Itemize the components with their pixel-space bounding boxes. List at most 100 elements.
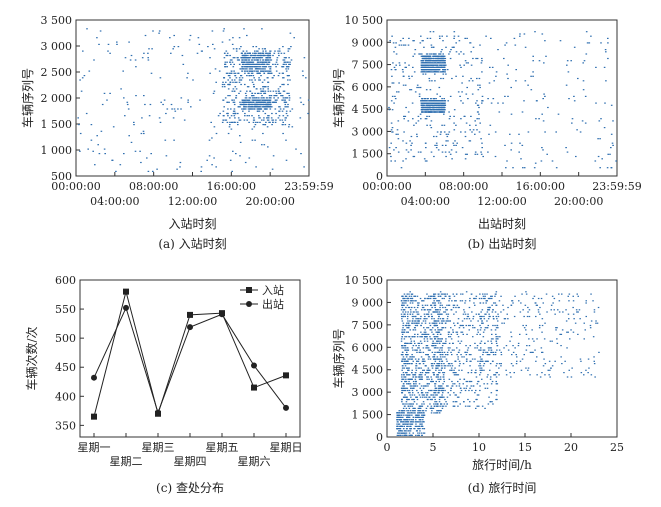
scatter-point	[462, 324, 464, 327]
scatter-point	[416, 389, 418, 392]
scatter-point	[229, 81, 232, 83]
scatter-point	[448, 53, 450, 55]
scatter-point	[478, 113, 480, 115]
scatter-point	[442, 389, 444, 392]
scatter-point	[523, 354, 525, 356]
scatter-point	[495, 336, 497, 338]
scatter-point	[221, 86, 224, 88]
scatter-point	[150, 153, 152, 155]
scatter-point	[421, 360, 424, 362]
scatter-point	[432, 380, 434, 383]
scatter-point	[428, 102, 431, 104]
scatter-point	[397, 151, 400, 153]
scatter-point	[418, 367, 421, 369]
scatter-point	[438, 315, 440, 318]
scatter-point	[255, 97, 258, 99]
scatter-point	[519, 311, 522, 313]
scatter-point	[233, 103, 236, 106]
scatter-point	[231, 170, 233, 172]
scatter-point	[434, 80, 436, 82]
scatter-point	[445, 133, 448, 135]
scatter-point	[269, 70, 271, 72]
scatter-point	[534, 162, 537, 164]
scatter-point	[77, 117, 79, 119]
scatter-point	[414, 378, 417, 380]
scatter-point	[422, 387, 425, 389]
scatter-point	[460, 389, 463, 392]
scatter-point	[561, 293, 563, 295]
scatter-point	[478, 365, 480, 367]
scatter-point	[410, 356, 412, 358]
scatter-point	[424, 100, 427, 102]
series-point	[283, 372, 289, 379]
scatter-point	[455, 360, 457, 362]
scatter-point	[256, 72, 259, 74]
scatter-point	[444, 322, 447, 324]
scatter-point	[525, 293, 528, 295]
scatter-point	[448, 151, 451, 153]
scatter-point	[252, 52, 254, 54]
scatter-point	[429, 349, 431, 351]
scatter-point	[453, 374, 456, 376]
scatter-point	[409, 329, 411, 331]
scatter-point	[456, 374, 458, 376]
scatter-point	[428, 77, 431, 80]
scatter-point	[461, 91, 463, 93]
scatter-point	[488, 349, 490, 351]
scatter-point	[442, 356, 444, 358]
scatter-point	[469, 129, 471, 131]
scatter-point	[284, 97, 287, 99]
scatter-point	[447, 365, 449, 367]
scatter-point	[399, 425, 401, 427]
scatter-point	[605, 51, 607, 53]
scatter-point	[394, 46, 397, 48]
scatter-point	[444, 62, 446, 64]
scatter-point	[80, 90, 83, 92]
scatter-point	[426, 313, 429, 315]
scatter-point	[401, 385, 404, 387]
scatter-point	[403, 115, 405, 117]
scatter-point	[271, 124, 273, 126]
scatter-point	[264, 101, 267, 103]
scatter-point	[478, 405, 480, 407]
scatter-point	[437, 389, 439, 392]
scatter-point	[241, 63, 244, 65]
scatter-point	[252, 61, 255, 63]
scatter-point	[166, 108, 169, 110]
scatter-point	[244, 112, 246, 115]
scatter-point	[257, 52, 260, 54]
scatter-point	[422, 401, 425, 403]
scatter-point	[443, 351, 446, 353]
scatter-point	[224, 63, 226, 65]
scatter-point	[303, 57, 306, 59]
scatter-point	[512, 365, 514, 367]
scatter-point	[408, 403, 410, 405]
scatter-point	[440, 102, 442, 104]
scatter-point	[247, 54, 249, 57]
scatter-point	[434, 336, 436, 338]
scatter-point	[481, 102, 483, 104]
scatter-point	[267, 146, 269, 148]
scatter-point	[213, 126, 216, 128]
scatter-point	[477, 104, 480, 106]
scatter-point	[466, 86, 468, 89]
scatter-point	[422, 55, 424, 57]
scatter-point	[488, 133, 490, 135]
scatter-point	[477, 329, 479, 331]
scatter-point	[409, 320, 411, 322]
scatter-point	[550, 309, 552, 311]
scatter-point	[440, 313, 442, 315]
scatter-point	[404, 62, 406, 64]
scatter-point	[418, 383, 421, 385]
scatter-point	[404, 389, 407, 392]
scatter-point	[487, 360, 489, 362]
scatter-point	[189, 34, 192, 37]
scatter-point	[288, 63, 290, 65]
scatter-point	[437, 111, 440, 113]
scatter-point	[423, 403, 425, 405]
scatter-point	[500, 354, 503, 356]
scatter-point	[407, 342, 409, 344]
scatter-point	[477, 394, 480, 396]
scatter-point	[430, 71, 433, 73]
